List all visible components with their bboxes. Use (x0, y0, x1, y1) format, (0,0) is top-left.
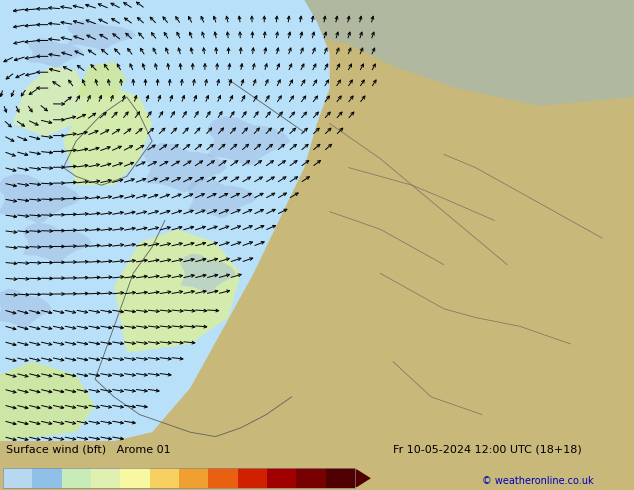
Polygon shape (63, 88, 152, 185)
Polygon shape (0, 173, 81, 223)
Polygon shape (23, 222, 92, 262)
Polygon shape (67, 21, 136, 50)
FancyArrow shape (355, 469, 371, 487)
Bar (32, 468, 61, 488)
Text: Fr 10-05-2024 12:00 UTC (18+18): Fr 10-05-2024 12:00 UTC (18+18) (393, 445, 582, 455)
Polygon shape (181, 253, 236, 293)
Bar (120, 468, 150, 488)
Polygon shape (0, 0, 330, 441)
Text: © weatheronline.co.uk: © weatheronline.co.uk (482, 476, 593, 486)
Polygon shape (0, 0, 634, 106)
Bar (91, 468, 120, 488)
Polygon shape (207, 116, 290, 166)
Polygon shape (0, 289, 52, 328)
Text: Surface wind (bft)   Arome 01: Surface wind (bft) Arome 01 (6, 445, 171, 455)
Polygon shape (0, 362, 95, 441)
Polygon shape (13, 66, 89, 137)
Polygon shape (76, 62, 127, 97)
Bar (3, 468, 355, 488)
Bar (267, 468, 297, 488)
Bar (62, 468, 91, 488)
Bar (238, 468, 267, 488)
Bar (150, 468, 179, 488)
Bar (297, 468, 326, 488)
Bar (209, 468, 238, 488)
Bar (3, 468, 32, 488)
Bar (326, 468, 355, 488)
Polygon shape (29, 38, 84, 68)
Polygon shape (144, 143, 227, 192)
Bar (179, 468, 209, 488)
Polygon shape (188, 178, 257, 218)
Polygon shape (114, 229, 241, 353)
